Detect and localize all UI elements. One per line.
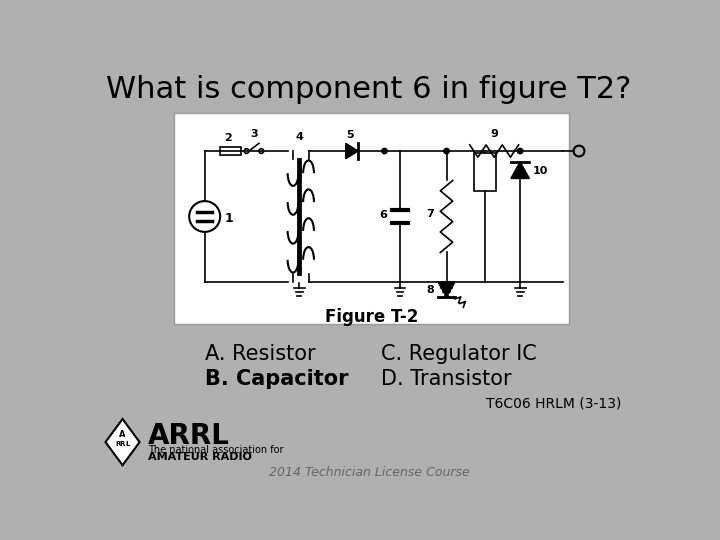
Circle shape xyxy=(382,148,387,154)
Text: 3: 3 xyxy=(251,130,258,139)
Text: T6C06 HRLM (3-13): T6C06 HRLM (3-13) xyxy=(485,396,621,410)
Polygon shape xyxy=(106,419,140,465)
Circle shape xyxy=(444,148,449,154)
Text: 7: 7 xyxy=(426,209,434,219)
Polygon shape xyxy=(510,162,529,178)
Text: What is component 6 in figure T2?: What is component 6 in figure T2? xyxy=(107,75,631,104)
Text: A: A xyxy=(120,430,126,439)
Text: 2014 Technician License Course: 2014 Technician License Course xyxy=(269,467,469,480)
Text: R: R xyxy=(120,441,125,448)
Text: Figure T-2: Figure T-2 xyxy=(325,308,418,326)
Text: L: L xyxy=(125,441,130,448)
Text: B. Capacitor: B. Capacitor xyxy=(204,369,348,389)
Bar xyxy=(220,147,241,155)
Text: 4: 4 xyxy=(295,132,303,142)
Text: 8: 8 xyxy=(426,286,434,295)
Bar xyxy=(474,153,496,191)
Text: 5: 5 xyxy=(346,130,354,140)
Polygon shape xyxy=(438,282,455,297)
Polygon shape xyxy=(346,143,358,159)
Text: C. Regulator IC: C. Regulator IC xyxy=(381,343,536,363)
Circle shape xyxy=(518,148,523,154)
Text: 9: 9 xyxy=(490,129,498,139)
Text: The national association for: The national association for xyxy=(148,445,284,455)
Text: AMATEUR RADIO: AMATEUR RADIO xyxy=(148,453,252,462)
Text: 10: 10 xyxy=(533,166,548,176)
Text: D. Transistor: D. Transistor xyxy=(381,369,511,389)
Text: R: R xyxy=(115,441,120,448)
Text: 1: 1 xyxy=(225,212,233,225)
Text: ARRL: ARRL xyxy=(148,422,230,450)
FancyBboxPatch shape xyxy=(174,112,569,325)
Text: 2: 2 xyxy=(224,133,232,143)
Text: A. Resistor: A. Resistor xyxy=(204,343,315,363)
Text: 6: 6 xyxy=(379,210,387,220)
